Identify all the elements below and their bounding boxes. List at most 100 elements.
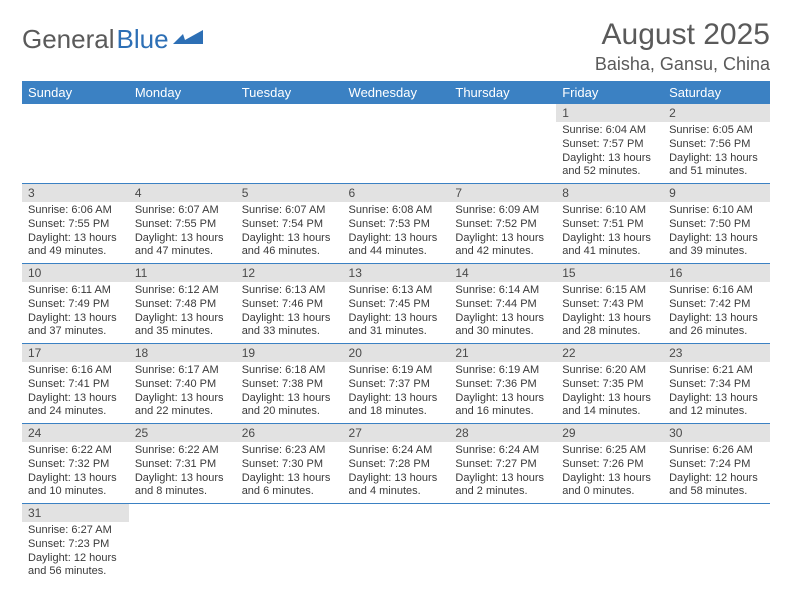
sunrise-text: Sunrise: 6:05 AM — [669, 124, 764, 138]
day-details: Sunrise: 6:26 AMSunset: 7:24 PMDaylight:… — [663, 442, 770, 503]
calendar-cell: 6Sunrise: 6:08 AMSunset: 7:53 PMDaylight… — [343, 184, 450, 264]
sunrise-text: Sunrise: 6:26 AM — [669, 444, 764, 458]
sunrise-text: Sunrise: 6:06 AM — [28, 204, 123, 218]
sunrise-text: Sunrise: 6:11 AM — [28, 284, 123, 298]
sunrise-text: Sunrise: 6:25 AM — [562, 444, 657, 458]
sunrise-text: Sunrise: 6:21 AM — [669, 364, 764, 378]
sunset-text: Sunset: 7:38 PM — [242, 378, 337, 392]
day-details: Sunrise: 6:23 AMSunset: 7:30 PMDaylight:… — [236, 442, 343, 503]
calendar-cell: 26Sunrise: 6:23 AMSunset: 7:30 PMDayligh… — [236, 424, 343, 504]
day-number: 13 — [343, 264, 450, 282]
sunrise-text: Sunrise: 6:19 AM — [349, 364, 444, 378]
day-number: 31 — [22, 504, 129, 522]
daylight-text: Daylight: 13 hours and 10 minutes. — [28, 472, 123, 500]
day-details: Sunrise: 6:21 AMSunset: 7:34 PMDaylight:… — [663, 362, 770, 423]
sunset-text: Sunset: 7:31 PM — [135, 458, 230, 472]
sunset-text: Sunset: 7:56 PM — [669, 138, 764, 152]
day-number: 8 — [556, 184, 663, 202]
day-details: Sunrise: 6:12 AMSunset: 7:48 PMDaylight:… — [129, 282, 236, 343]
calendar-cell — [22, 104, 129, 184]
calendar-cell: 2Sunrise: 6:05 AMSunset: 7:56 PMDaylight… — [663, 104, 770, 184]
weekday-header: Sunday — [22, 81, 129, 104]
day-number: 9 — [663, 184, 770, 202]
calendar-cell: 28Sunrise: 6:24 AMSunset: 7:27 PMDayligh… — [449, 424, 556, 504]
calendar-cell: 23Sunrise: 6:21 AMSunset: 7:34 PMDayligh… — [663, 344, 770, 424]
sunrise-text: Sunrise: 6:16 AM — [669, 284, 764, 298]
calendar-cell — [449, 504, 556, 584]
sunrise-text: Sunrise: 6:07 AM — [242, 204, 337, 218]
daylight-text: Daylight: 12 hours and 56 minutes. — [28, 552, 123, 580]
title-block: August 2025 Baisha, Gansu, China — [595, 18, 770, 75]
day-number: 4 — [129, 184, 236, 202]
day-number: 2 — [663, 104, 770, 122]
day-details: Sunrise: 6:19 AMSunset: 7:37 PMDaylight:… — [343, 362, 450, 423]
day-details: Sunrise: 6:05 AMSunset: 7:56 PMDaylight:… — [663, 122, 770, 183]
day-number: 17 — [22, 344, 129, 362]
daylight-text: Daylight: 13 hours and 51 minutes. — [669, 152, 764, 180]
calendar-cell — [129, 104, 236, 184]
day-number: 20 — [343, 344, 450, 362]
day-number: 21 — [449, 344, 556, 362]
day-number: 12 — [236, 264, 343, 282]
day-details: Sunrise: 6:16 AMSunset: 7:42 PMDaylight:… — [663, 282, 770, 343]
daylight-text: Daylight: 13 hours and 41 minutes. — [562, 232, 657, 260]
day-number: 26 — [236, 424, 343, 442]
sunset-text: Sunset: 7:43 PM — [562, 298, 657, 312]
daylight-text: Daylight: 13 hours and 49 minutes. — [28, 232, 123, 260]
daylight-text: Daylight: 13 hours and 47 minutes. — [135, 232, 230, 260]
daylight-text: Daylight: 13 hours and 39 minutes. — [669, 232, 764, 260]
daylight-text: Daylight: 13 hours and 24 minutes. — [28, 392, 123, 420]
day-number: 28 — [449, 424, 556, 442]
day-details: Sunrise: 6:17 AMSunset: 7:40 PMDaylight:… — [129, 362, 236, 423]
calendar-cell: 30Sunrise: 6:26 AMSunset: 7:24 PMDayligh… — [663, 424, 770, 504]
sunset-text: Sunset: 7:48 PM — [135, 298, 230, 312]
daylight-text: Daylight: 13 hours and 28 minutes. — [562, 312, 657, 340]
sunset-text: Sunset: 7:41 PM — [28, 378, 123, 392]
daylight-text: Daylight: 13 hours and 2 minutes. — [455, 472, 550, 500]
day-details: Sunrise: 6:18 AMSunset: 7:38 PMDaylight:… — [236, 362, 343, 423]
daylight-text: Daylight: 13 hours and 8 minutes. — [135, 472, 230, 500]
day-details: Sunrise: 6:11 AMSunset: 7:49 PMDaylight:… — [22, 282, 129, 343]
day-number: 30 — [663, 424, 770, 442]
sunrise-text: Sunrise: 6:10 AM — [669, 204, 764, 218]
month-title: August 2025 — [595, 18, 770, 52]
day-number: 5 — [236, 184, 343, 202]
sunset-text: Sunset: 7:52 PM — [455, 218, 550, 232]
daylight-text: Daylight: 13 hours and 18 minutes. — [349, 392, 444, 420]
daylight-text: Daylight: 13 hours and 44 minutes. — [349, 232, 444, 260]
sunrise-text: Sunrise: 6:18 AM — [242, 364, 337, 378]
sunrise-text: Sunrise: 6:12 AM — [135, 284, 230, 298]
day-number: 29 — [556, 424, 663, 442]
calendar-body: 1Sunrise: 6:04 AMSunset: 7:57 PMDaylight… — [22, 104, 770, 583]
weekday-header: Friday — [556, 81, 663, 104]
day-details: Sunrise: 6:10 AMSunset: 7:51 PMDaylight:… — [556, 202, 663, 263]
calendar-cell: 18Sunrise: 6:17 AMSunset: 7:40 PMDayligh… — [129, 344, 236, 424]
daylight-text: Daylight: 13 hours and 12 minutes. — [669, 392, 764, 420]
calendar-cell: 5Sunrise: 6:07 AMSunset: 7:54 PMDaylight… — [236, 184, 343, 264]
calendar-cell: 20Sunrise: 6:19 AMSunset: 7:37 PMDayligh… — [343, 344, 450, 424]
daylight-text: Daylight: 13 hours and 31 minutes. — [349, 312, 444, 340]
day-details: Sunrise: 6:09 AMSunset: 7:52 PMDaylight:… — [449, 202, 556, 263]
calendar-week-row: 24Sunrise: 6:22 AMSunset: 7:32 PMDayligh… — [22, 424, 770, 504]
day-details: Sunrise: 6:24 AMSunset: 7:27 PMDaylight:… — [449, 442, 556, 503]
sunrise-text: Sunrise: 6:24 AM — [349, 444, 444, 458]
calendar-cell: 25Sunrise: 6:22 AMSunset: 7:31 PMDayligh… — [129, 424, 236, 504]
calendar-cell: 13Sunrise: 6:13 AMSunset: 7:45 PMDayligh… — [343, 264, 450, 344]
sunrise-text: Sunrise: 6:15 AM — [562, 284, 657, 298]
sunrise-text: Sunrise: 6:04 AM — [562, 124, 657, 138]
daylight-text: Daylight: 13 hours and 14 minutes. — [562, 392, 657, 420]
calendar-cell: 29Sunrise: 6:25 AMSunset: 7:26 PMDayligh… — [556, 424, 663, 504]
sunset-text: Sunset: 7:54 PM — [242, 218, 337, 232]
day-number: 15 — [556, 264, 663, 282]
sunset-text: Sunset: 7:50 PM — [669, 218, 764, 232]
day-details: Sunrise: 6:07 AMSunset: 7:54 PMDaylight:… — [236, 202, 343, 263]
header: General Blue August 2025 Baisha, Gansu, … — [22, 18, 770, 75]
day-number: 3 — [22, 184, 129, 202]
calendar-weekday-header: SundayMondayTuesdayWednesdayThursdayFrid… — [22, 81, 770, 104]
day-details: Sunrise: 6:06 AMSunset: 7:55 PMDaylight:… — [22, 202, 129, 263]
calendar-week-row: 31Sunrise: 6:27 AMSunset: 7:23 PMDayligh… — [22, 504, 770, 584]
sunset-text: Sunset: 7:44 PM — [455, 298, 550, 312]
sunset-text: Sunset: 7:55 PM — [28, 218, 123, 232]
day-details: Sunrise: 6:22 AMSunset: 7:32 PMDaylight:… — [22, 442, 129, 503]
sunset-text: Sunset: 7:35 PM — [562, 378, 657, 392]
